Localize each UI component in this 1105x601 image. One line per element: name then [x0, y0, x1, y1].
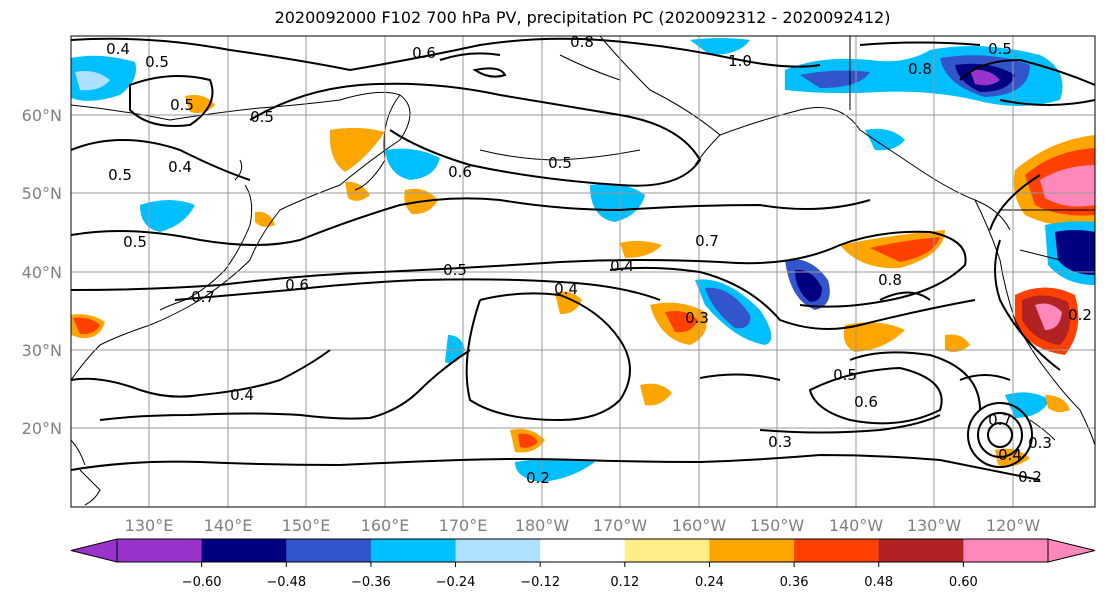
colorbar-outline [116, 538, 1049, 563]
colorbar-swatch [794, 539, 880, 562]
contour-label: 0.5 [145, 53, 169, 71]
contour-label: 0.5 [170, 96, 194, 114]
colorbar-extend-max [1047, 538, 1096, 563]
colorbar-swatch [878, 539, 964, 562]
lon-label: 150°W [750, 516, 805, 535]
colorbar: −0.60 −0.48 −0.36 −0.24 −0.12 0.12 0.24 0.36 0.4… [70, 538, 1096, 590]
map-title: 2020092000 F102 700 hPa PV, precipitatio… [274, 8, 891, 27]
colorbar-tick-label: −0.24 [436, 575, 476, 590]
contour-label: 0.4 [168, 158, 192, 176]
colorbar-tick-label: 0.48 [864, 575, 893, 590]
colorbar-tick-label: −0.12 [520, 575, 560, 590]
lat-label: 40°N [22, 263, 62, 282]
lon-label: 130°W [907, 516, 962, 535]
contour-label: 0.5 [833, 366, 857, 384]
contour-label: 0.6 [854, 393, 878, 411]
contour-label: 0.5 [548, 154, 572, 172]
lon-label: 130°E [125, 516, 174, 535]
lat-label: 30°N [22, 341, 62, 360]
colorbar-swatch [709, 539, 795, 562]
lat-label: 20°N [22, 419, 62, 438]
lat-label: 60°N [22, 106, 62, 125]
contour-label: 0.5 [108, 166, 132, 184]
contour-label: 0.7 [988, 411, 1012, 429]
contour-label: 0.4 [998, 446, 1022, 464]
contour-label: 0.3 [768, 433, 792, 451]
contour-label: 0.4 [106, 40, 130, 58]
colorbar-tick-label: 0.12 [610, 575, 639, 590]
colorbar-tick-label: −0.48 [266, 575, 306, 590]
lat-lon-grid [71, 36, 1095, 507]
colorbar-swatch [201, 539, 287, 562]
contour-label: 0.5 [988, 40, 1012, 58]
lon-label: 140°W [829, 516, 884, 535]
contour-label: 0.2 [1018, 468, 1042, 486]
colorbar-swatch [963, 539, 1049, 562]
lon-label: 160°E [361, 516, 410, 535]
lon-label: 180°W [515, 516, 570, 535]
longitude-labels: 130°E 140°E 150°E 160°E 170°E 180°W 170°W 160°W… [125, 516, 1041, 535]
precipitation-shading [71, 38, 1095, 482]
contour-label: 0.4 [554, 280, 578, 298]
contour-label: 0.2 [1068, 306, 1092, 324]
lon-label: 170°W [593, 516, 648, 535]
contour-label: 0.3 [685, 309, 709, 327]
contour-label: 1.0 [728, 52, 752, 70]
contour-label: 0.4 [610, 257, 634, 275]
coastlines [71, 36, 1095, 506]
colorbar-tick-label: −0.60 [182, 575, 222, 590]
colorbar-tick-label: 0.36 [780, 575, 809, 590]
colorbar-swatch [370, 539, 457, 562]
colorbar-swatch [455, 539, 541, 562]
colorbar-extend-min [70, 538, 118, 563]
colorbar-swatch [286, 539, 372, 562]
lon-label: 160°W [672, 516, 727, 535]
contour-label: 0.8 [908, 60, 932, 78]
lat-label: 50°N [22, 184, 62, 203]
colorbar-swatch [624, 539, 710, 562]
contour-label: 0.5 [250, 108, 274, 126]
colorbar-tick-label: 0.60 [949, 575, 978, 590]
contour-label: 0.3 [1028, 434, 1052, 452]
colorbar-tick-label: 0.24 [695, 575, 724, 590]
latitude-labels: 60°N 50°N 40°N 30°N 20°N [22, 106, 62, 438]
lon-label: 170°E [439, 516, 488, 535]
contour-labels: 0.4 0.5 0.6 0.8 1.0 0.5 0.8 0.5 0.5 0.4 0.5 0.6 0.5 0… [106, 33, 1092, 487]
contour-label: 0.7 [695, 232, 719, 250]
lon-label: 150°E [282, 516, 331, 535]
contour-label: 0.6 [412, 44, 436, 62]
lon-label: 120°W [986, 516, 1041, 535]
contour-label: 0.6 [448, 163, 472, 181]
map-frame [70, 35, 1096, 508]
contour-label: 0.4 [230, 386, 254, 404]
contour-label: 0.8 [570, 33, 594, 51]
contour-label: 0.7 [191, 288, 215, 306]
contour-label: 0.2 [526, 469, 550, 487]
contour-label: 0.5 [443, 261, 467, 279]
contour-label: 0.6 [285, 276, 309, 294]
colorbar-tick-label: −0.36 [351, 575, 391, 590]
pv-contours [71, 37, 1095, 481]
colorbar-swatch [540, 539, 626, 562]
contour-label: 0.5 [123, 233, 147, 251]
contour-label: 0.8 [878, 271, 902, 289]
lon-label: 140°E [204, 516, 253, 535]
colorbar-swatch [117, 539, 203, 562]
